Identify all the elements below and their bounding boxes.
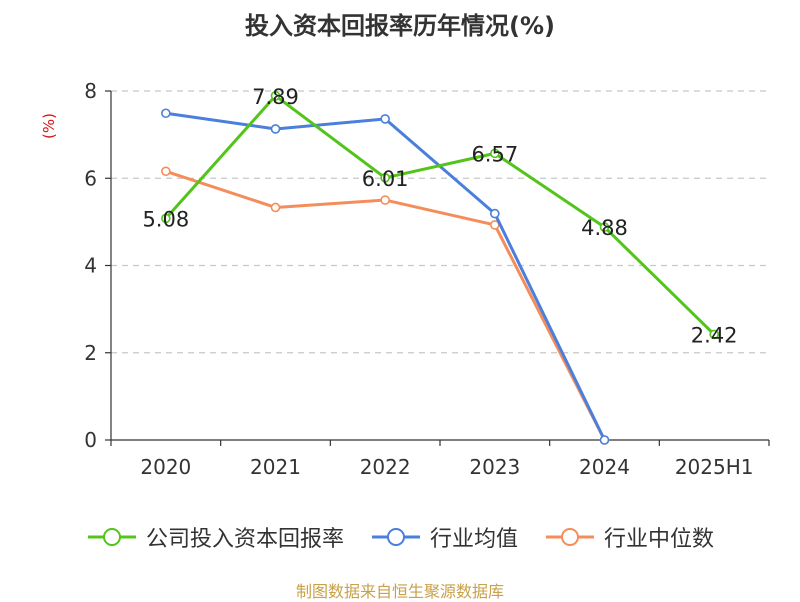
- x-tick-label: 2024: [579, 455, 630, 479]
- axes: 0 2 4 6 8 2020 2021 2022 2023 2024 2025H1: [84, 79, 770, 479]
- data-point: [380, 195, 390, 205]
- data-point: [599, 435, 610, 445]
- y-tick-label: 2: [84, 341, 97, 365]
- data-point: [380, 173, 390, 183]
- series-3: [161, 166, 610, 445]
- legend-marker-icon: [546, 528, 594, 546]
- series-1: [161, 90, 719, 340]
- y-tick-label: 4: [84, 254, 97, 278]
- y-tick-label: 8: [84, 79, 97, 103]
- series-2: [161, 108, 610, 445]
- legend-item-2[interactable]: 行业均值: [370, 521, 518, 553]
- data-label: 5.08: [142, 207, 189, 231]
- data-point: [270, 124, 281, 134]
- data-point: [161, 166, 171, 177]
- y-axis-label: (%): [40, 113, 58, 139]
- legend-marker-icon: [87, 528, 136, 546]
- y-tick-label: 0: [84, 428, 97, 452]
- legend-marker-icon: [371, 528, 420, 546]
- data-label: 4.88: [581, 216, 628, 240]
- chart-legend: 公司投入资本回报率 行业均值 行业中位数: [0, 520, 800, 554]
- x-tick-label: 2025H1: [675, 455, 754, 479]
- data-point: [709, 329, 719, 340]
- legend-label: 行业中位数: [604, 527, 715, 552]
- data-point: [380, 114, 390, 124]
- data-label: 6.01: [362, 167, 409, 191]
- data-point: [490, 208, 500, 219]
- data-point: [270, 202, 281, 213]
- grid-lines: [111, 90, 769, 354]
- data-label: 2.42: [691, 323, 738, 347]
- data-point: [490, 148, 500, 159]
- data-point: [599, 222, 610, 232]
- chart-title: 投入资本回报率历年情况(%): [245, 12, 555, 40]
- legend-label: 公司投入资本回报率: [145, 527, 344, 552]
- y-tick-label: 6: [84, 166, 97, 190]
- series-lines: [161, 90, 719, 445]
- x-tick-label: 2023: [469, 455, 520, 479]
- x-tick-label: 2020: [140, 455, 191, 479]
- legend-label: 行业均值: [429, 527, 518, 552]
- series-line: [164, 94, 716, 336]
- x-tick-label: 2022: [360, 455, 411, 479]
- data-point: [161, 213, 171, 224]
- data-point: [270, 90, 281, 101]
- data-label: 6.57: [471, 142, 518, 166]
- data-label: 7.89: [252, 85, 299, 109]
- legend-item-1[interactable]: 公司投入资本回报率: [86, 521, 344, 553]
- data-point: [161, 108, 171, 119]
- series-line: [165, 111, 606, 441]
- x-tick-label: 2021: [250, 455, 301, 479]
- legend-item-3[interactable]: 行业中位数: [544, 521, 714, 553]
- data-labels: 5.08 7.89 6.01 6.57 4.88 2.42: [142, 85, 737, 348]
- data-source-note: 制图数据来自恒生聚源数据库: [295, 582, 504, 601]
